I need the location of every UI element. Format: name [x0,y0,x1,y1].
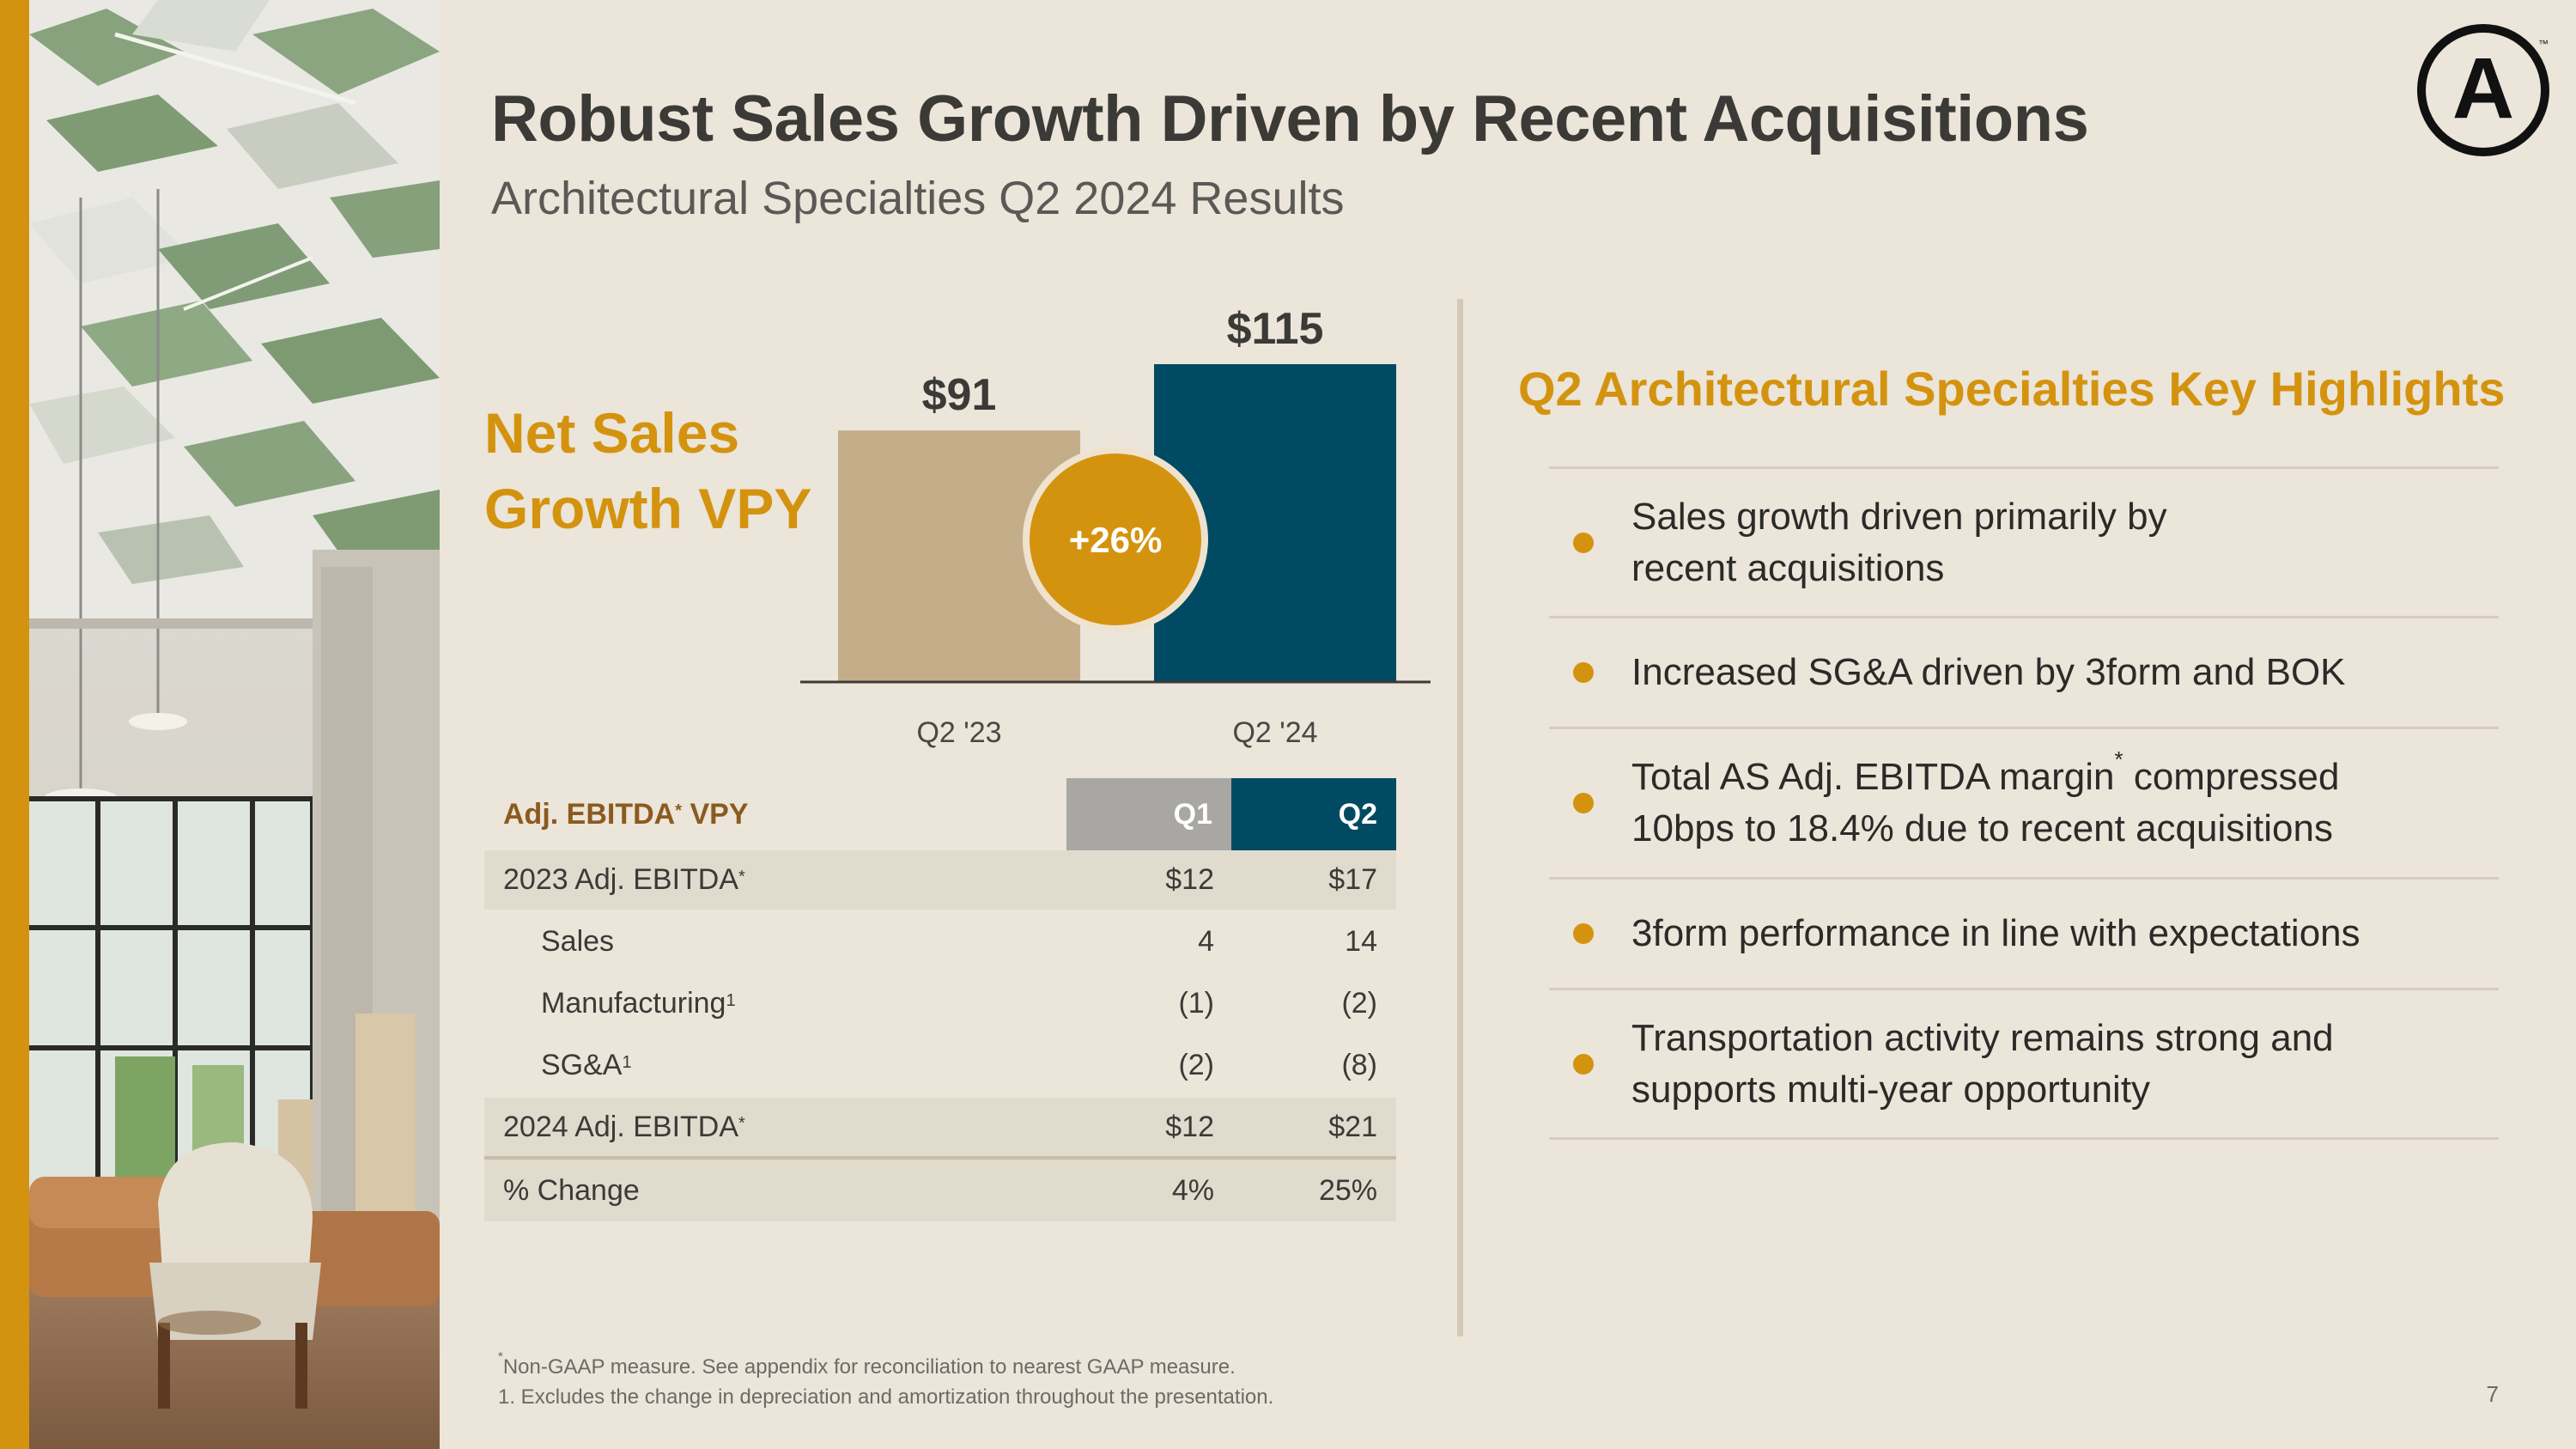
list-item-text: Total AS Adj. EBITDA margin* compressed … [1631,748,2340,855]
list-item-line: Sales growth driven primarily by [1631,495,2167,538]
slide-subtitle: Architectural Specialties Q2 2024 Result… [491,173,1345,224]
row-label-text: SG&A [541,1049,623,1081]
list-item: Increased SG&A driven by 3form and BOK [1549,618,2499,729]
net-sales-label: Net Sales Growth VPY [484,395,811,546]
line-part: Total AS Adj. EBITDA margin [1631,756,2115,798]
table-row: Manufacturing 1 (1) (2) [484,974,1396,1036]
table-row: 2024 Adj. EBITDA * $12 $21 [484,1098,1396,1160]
row-label-text: Manufacturing [541,987,726,1020]
table-row: SG&A 1 (2) (8) [484,1036,1396,1098]
highlights-title: Q2 Architectural Specialties Key Highlig… [1518,362,2506,416]
footnote-mark: * [498,1349,503,1364]
row-label: Sales [541,912,614,971]
row-label: 2024 Adj. EBITDA * [503,1110,745,1143]
list-item-line: Increased SG&A driven by 3form and BOK [1631,651,2346,693]
bullet-icon [1573,793,1594,813]
bullet-icon [1573,532,1594,553]
growth-badge: +26% [1023,447,1208,632]
row-q1: 4% [1171,1173,1214,1207]
category-label-0: Q2 '23 [916,716,1001,749]
row-q2: 25% [1318,1173,1377,1207]
accent-bar [0,0,29,1449]
list-item-text: 3form performance in line with expectati… [1631,908,2360,959]
row-q2: $21 [1328,1110,1377,1143]
list-item: Transportation activity remains strong a… [1549,990,2499,1140]
row-q1: (1) [1178,987,1214,1020]
page-number: 7 [2486,1381,2499,1407]
list-item-line: 10bps to 18.4% due to recent acquisition… [1631,807,2333,849]
net-sales-line2: Growth VPY [484,477,812,540]
row-label: % Change [503,1160,640,1221]
row-q2: (2) [1341,987,1377,1020]
row-q1: $12 [1165,863,1214,896]
table-header-label: Adj. EBITDA * VPY [503,797,749,831]
column-q2: Q2 [1231,778,1396,850]
column-q1: Q1 [1066,778,1231,850]
bar-value-label-0: $91 [922,370,997,420]
category-label-1: Q2 '24 [1232,716,1317,749]
list-item-line: supports multi-year opportunity [1631,1068,2151,1111]
line-mark: * [2114,746,2123,773]
table-header: Adj. EBITDA * VPY Q1 Q2 [484,778,1396,850]
row-q2: 14 [1345,925,1377,958]
line-part: compressed [2123,756,2340,798]
list-item-line: 3form performance in line with expectati… [1631,912,2360,954]
row-q1: 4 [1198,925,1214,958]
bullet-icon [1573,1053,1594,1075]
growth-label: +26% [1069,520,1163,560]
table-row: Sales 4 14 [484,912,1396,974]
list-item-line: recent acquisitions [1631,546,1945,589]
company-logo: A ™ [2415,21,2552,159]
slide-title: Robust Sales Growth Driven by Recent Acq… [491,82,2089,155]
footnote-1-text: Non-GAAP measure. See appendix for recon… [502,1355,1236,1379]
row-q2: $17 [1328,863,1377,896]
row-label: 2023 Adj. EBITDA * [503,863,745,896]
bullet-icon [1573,662,1594,683]
logo-trademark: ™ [2538,38,2549,50]
highlights-list: Sales growth driven primarily by recent … [1549,466,2499,1140]
bar-value-label-1: $115 [1227,304,1324,354]
table-row: % Change 4% 25% [484,1160,1396,1221]
interior-photo [29,0,440,1449]
ebitda-table: Adj. EBITDA * VPY Q1 Q2 2023 Adj. EBITDA *… [484,778,1396,1221]
list-item: 3form performance in line with expectati… [1549,880,2499,990]
row-label-text: % Change [503,1173,640,1207]
net-sales-line1: Net Sales [484,401,740,465]
list-item-line: Total AS Adj. EBITDA margin* compressed [1631,748,2340,803]
list-item-text: Transportation activity remains strong a… [1631,1013,2334,1116]
row-q1: (2) [1178,1049,1214,1081]
header-suffix: VPY [682,797,749,831]
row-q1: $12 [1165,1110,1214,1143]
list-item-text: Sales growth driven primarily by recent … [1631,491,2167,594]
header-text: Adj. EBITDA [503,797,676,831]
footnotes: *Non-GAAP measure. See appendix for reco… [498,1349,1274,1412]
table-row: 2023 Adj. EBITDA * $12 $17 [484,850,1396,912]
list-item: Sales growth driven primarily by recent … [1549,469,2499,618]
row-label: SG&A 1 [541,1049,632,1081]
vertical-divider [1457,299,1463,1336]
row-label: Manufacturing 1 [541,987,736,1020]
list-item-line: Transportation activity remains strong a… [1631,1016,2334,1059]
list-item-text: Increased SG&A driven by 3form and BOK [1631,647,2346,698]
footnote-2: 1. Excludes the change in depreciation a… [498,1385,1274,1409]
row-label-text: Sales [541,925,615,958]
footnote-1: *Non-GAAP measure. See appendix for reco… [498,1349,1273,1382]
row-q2: (8) [1341,1049,1377,1081]
logo-letter: A [2452,40,2514,137]
list-item: Total AS Adj. EBITDA margin* compressed … [1549,729,2499,880]
row-label-text: 2023 Adj. EBITDA [503,863,739,896]
row-label-text: 2024 Adj. EBITDA [503,1110,739,1143]
bullet-icon [1573,923,1594,944]
net-sales-chart: $91 Q2 '23 $115 Q2 '24 +26% [800,304,1431,749]
